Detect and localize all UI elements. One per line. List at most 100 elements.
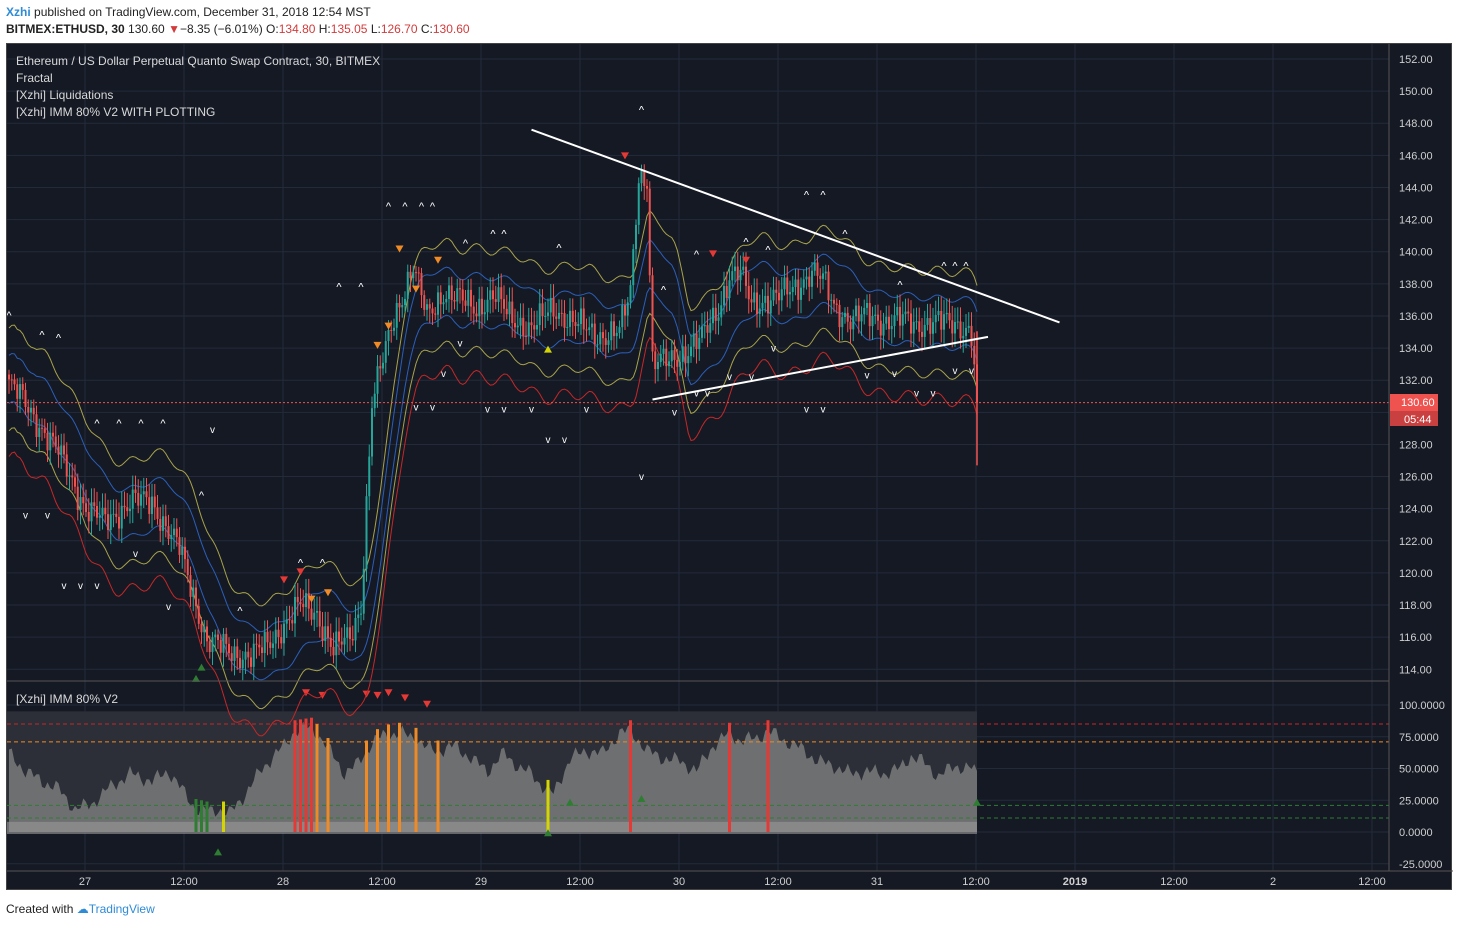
candle-body bbox=[283, 623, 285, 644]
fractal-down-marker: v bbox=[414, 403, 419, 414]
candle-body bbox=[863, 307, 866, 315]
liquidation-marker bbox=[621, 152, 629, 160]
candle-body bbox=[412, 272, 415, 279]
fractal-up-marker: ^ bbox=[160, 418, 166, 430]
candle-body bbox=[844, 312, 846, 318]
created-with-label: Created with bbox=[6, 902, 74, 916]
osc-arrow-up-marker bbox=[544, 829, 552, 837]
osc-signal-bar bbox=[629, 720, 632, 832]
candle-body bbox=[822, 273, 824, 279]
price-tag bbox=[1390, 394, 1438, 411]
candle-body bbox=[123, 505, 126, 508]
price-axis-label: 134.00 bbox=[1399, 343, 1433, 355]
candle-body bbox=[285, 619, 288, 624]
candle-body bbox=[659, 353, 662, 362]
tradingview-logo-icon[interactable]: ☁ bbox=[76, 902, 89, 916]
osc-signal-bar bbox=[205, 801, 209, 832]
fractal-down-marker: v bbox=[546, 435, 551, 446]
fractal-down-marker: v bbox=[485, 404, 490, 415]
candle-body bbox=[442, 302, 445, 305]
liquidation-marker bbox=[395, 245, 404, 253]
candle-body bbox=[522, 317, 525, 336]
liquidation-marker bbox=[197, 663, 206, 671]
candle-body bbox=[27, 406, 30, 413]
candle-body bbox=[849, 321, 852, 330]
candle-body bbox=[316, 610, 318, 613]
osc-signal-bar bbox=[436, 740, 440, 832]
candle-body bbox=[252, 643, 255, 667]
osc-signal-bar bbox=[315, 724, 319, 832]
candle-body bbox=[973, 345, 976, 365]
candle-body bbox=[195, 587, 197, 607]
candle-body bbox=[959, 321, 962, 339]
candle-body bbox=[382, 362, 384, 369]
chart-container[interactable]: ^ ^ ^ ^ ^ ^ ^ ^ ^ ^ ^ ^ ^ ^ ^ ^ ^ ^ ^ ^ ^ ^ ^ ^ ^ ^ ^ ^ ^ ^ ^ ^ ^ v v v v v v v… bbox=[6, 43, 1453, 891]
candle-body bbox=[816, 262, 819, 276]
candle-body bbox=[811, 270, 813, 287]
candle-body bbox=[431, 308, 434, 314]
candle-body bbox=[90, 502, 93, 522]
candle-body bbox=[560, 312, 563, 314]
candle-body bbox=[258, 644, 261, 648]
candle-body bbox=[706, 325, 709, 333]
candle-body bbox=[635, 224, 637, 250]
candle-body bbox=[291, 620, 294, 624]
candle-body bbox=[233, 646, 236, 661]
chart-svg[interactable]: ^^ ^^ ^ ^ ^^^^ ^^ ^^ ^ ^ ^^^ ^^^^^^^^ ^^^^ ^ ^v vv v vvv… bbox=[6, 44, 1453, 891]
candle-body bbox=[60, 445, 63, 455]
lower-inner-band bbox=[8, 286, 978, 681]
candle-body bbox=[481, 298, 483, 315]
fractal-up-marker: ^ bbox=[138, 418, 144, 430]
candle-body bbox=[695, 333, 698, 350]
candle-body bbox=[274, 629, 277, 644]
candle-body bbox=[19, 384, 21, 399]
candle-body bbox=[720, 305, 723, 318]
price-axis-label: 120.00 bbox=[1399, 568, 1433, 580]
candle-body bbox=[569, 310, 571, 327]
upper-outer-band bbox=[8, 209, 978, 607]
candle-body bbox=[758, 308, 761, 314]
candle-body bbox=[263, 631, 266, 654]
liquidation-marker bbox=[434, 256, 442, 264]
price-axis-label: 124.00 bbox=[1399, 504, 1433, 516]
candles bbox=[8, 164, 978, 681]
osc-signal-bar bbox=[365, 740, 368, 832]
candle-body bbox=[516, 325, 519, 328]
price-axis-label: 144.00 bbox=[1399, 182, 1433, 194]
candle-body bbox=[791, 287, 794, 293]
osc-arrow-up-marker bbox=[214, 848, 222, 856]
legend-liquidations: [Xzhi] Liquidations bbox=[16, 88, 113, 102]
candle-body bbox=[613, 321, 615, 337]
candle-body bbox=[472, 306, 475, 314]
candle-body bbox=[593, 323, 596, 345]
candle-body bbox=[965, 327, 967, 336]
candle-body bbox=[288, 619, 291, 621]
candle-body bbox=[728, 280, 731, 298]
fractal-down-marker: v bbox=[562, 435, 567, 446]
candle-body bbox=[789, 292, 791, 295]
osc-base-band bbox=[7, 821, 977, 834]
candle-body bbox=[313, 612, 316, 620]
candle-body bbox=[888, 316, 890, 330]
candle-body bbox=[893, 315, 896, 327]
author-name[interactable]: Xzhi bbox=[6, 5, 31, 19]
fractal-down-marker: v bbox=[892, 369, 897, 380]
tradingview-brand[interactable]: TradingView bbox=[88, 902, 155, 916]
candle-body bbox=[112, 513, 115, 515]
candle-body bbox=[244, 651, 247, 660]
candle-body bbox=[629, 285, 632, 303]
indicator-bands bbox=[7, 209, 1389, 737]
candle-body bbox=[222, 633, 225, 653]
candle-body bbox=[538, 303, 541, 326]
osc-signal-bar bbox=[766, 720, 770, 832]
candle-body bbox=[450, 285, 453, 300]
close-value: 130.60 bbox=[432, 22, 470, 36]
candle-body bbox=[129, 508, 131, 512]
candle-body bbox=[687, 356, 690, 364]
candle-body bbox=[910, 313, 912, 334]
time-axis-label: 12:00 bbox=[962, 876, 990, 888]
candle-body bbox=[827, 271, 830, 301]
fractal-down-marker: v bbox=[705, 388, 710, 399]
candle-body bbox=[43, 428, 46, 433]
candle-body bbox=[835, 303, 838, 305]
